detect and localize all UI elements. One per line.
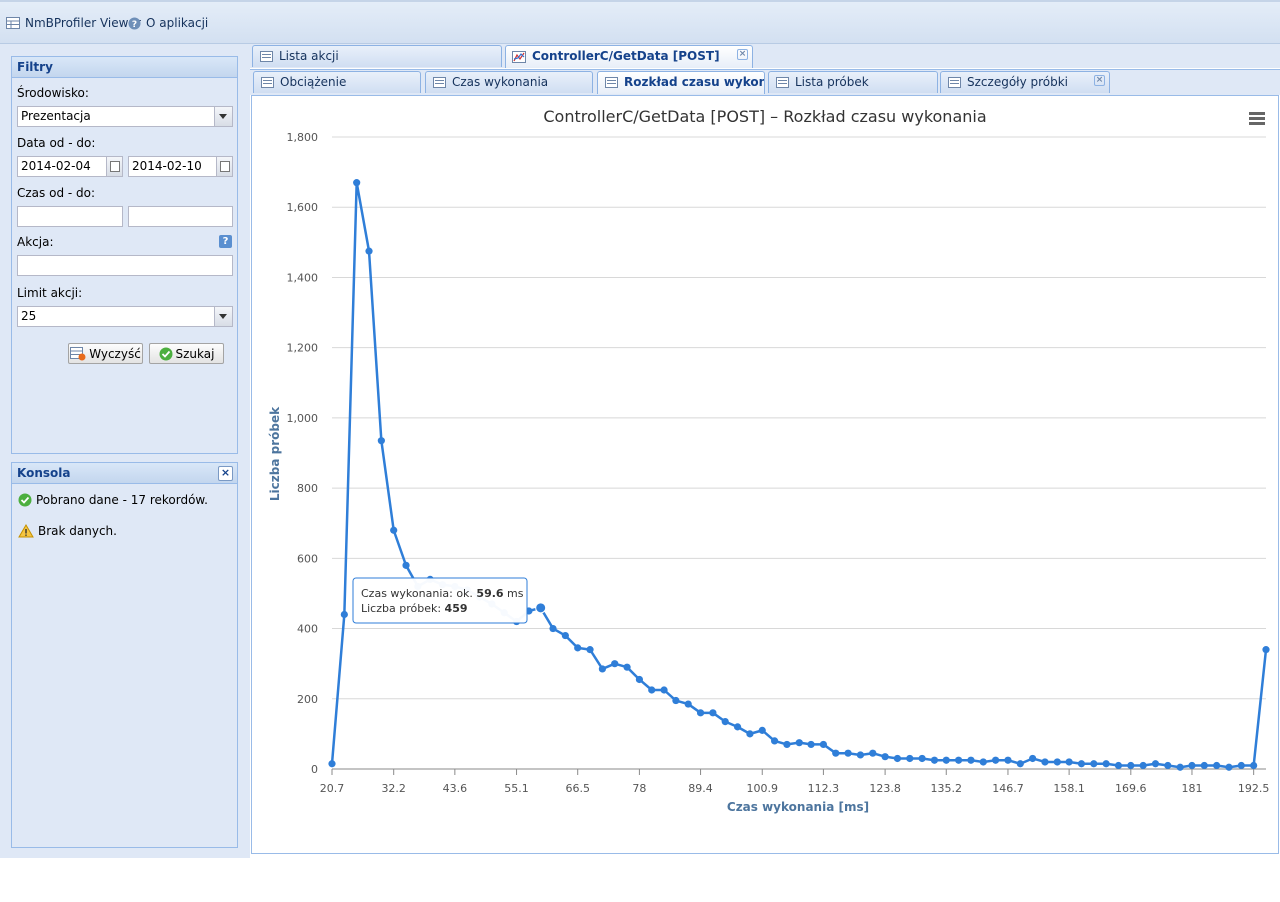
- console-message: Brak danych.: [18, 524, 117, 538]
- table-icon: [433, 77, 446, 88]
- tab-sample-list-label: Lista próbek: [795, 75, 869, 89]
- close-icon[interactable]: ×: [1094, 75, 1105, 86]
- tab-action-list[interactable]: Lista akcji: [252, 45, 502, 67]
- tab-execution-time-label: Czas wykonania: [452, 75, 549, 89]
- sub-tab-strip: Obciążenie Czas wykonania Rozkład czasu …: [250, 69, 1280, 95]
- list-icon: [261, 77, 274, 88]
- console-title-text: Konsola: [17, 466, 71, 480]
- menu-item-viewer[interactable]: NmBProfiler Viewer: [6, 16, 141, 30]
- action-label: Akcja:: [17, 235, 54, 249]
- clear-icon: [70, 346, 86, 360]
- calendar-icon[interactable]: [216, 157, 232, 176]
- close-icon[interactable]: ×: [737, 49, 748, 60]
- chart-panel: [251, 95, 1279, 854]
- menu-item-about-label: O aplikacji: [146, 16, 209, 30]
- calendar-icon[interactable]: [106, 157, 122, 176]
- date-from-field[interactable]: 2014-02-04: [17, 156, 123, 177]
- warning-triangle-icon: [18, 524, 34, 538]
- console-panel: Konsola × Pobrano dane - 17 rekordów. Br…: [11, 462, 238, 848]
- limit-combo[interactable]: 25: [17, 306, 233, 327]
- main-tab-strip: Lista akcji ControllerC/GetData [POST] ×: [250, 44, 1280, 68]
- menu-item-about[interactable]: ? O aplikacji: [128, 16, 208, 30]
- environment-label: Środowisko:: [17, 86, 89, 100]
- filters-panel: Filtry Środowisko: Prezentacja Data od -…: [11, 56, 238, 454]
- help-circle-icon: ?: [128, 17, 141, 30]
- time-to-field[interactable]: [128, 206, 233, 227]
- top-menu-bar: NmBProfiler Viewer ? O aplikacji: [0, 0, 1280, 44]
- list-icon: [260, 51, 273, 62]
- chevron-down-icon[interactable]: [214, 307, 232, 326]
- left-panel: Filtry Środowisko: Prezentacja Data od -…: [0, 44, 250, 858]
- filters-panel-title: Filtry: [12, 57, 237, 78]
- console-message-text: Pobrano dane - 17 rekordów.: [36, 493, 208, 507]
- tab-execution-time[interactable]: Czas wykonania: [425, 71, 593, 93]
- console-message-text: Brak danych.: [38, 524, 117, 538]
- close-icon[interactable]: ×: [218, 466, 233, 481]
- tab-controller-getdata-label: ControllerC/GetData [POST]: [532, 49, 720, 63]
- chevron-down-icon[interactable]: [214, 107, 232, 126]
- help-icon[interactable]: ?: [219, 235, 232, 248]
- limit-label: Limit akcji:: [17, 286, 83, 300]
- tab-action-list-label: Lista akcji: [279, 49, 339, 63]
- clear-button-label: Wyczyść: [89, 346, 141, 361]
- console-message: Pobrano dane - 17 rekordów.: [18, 493, 208, 507]
- success-check-icon: [18, 493, 32, 507]
- tab-load[interactable]: Obciążenie: [253, 71, 421, 93]
- time-label: Czas od - do:: [17, 186, 96, 200]
- tab-execution-distribution-label: Rozkład czasu wykonan: [624, 75, 764, 89]
- chart-menu-icon[interactable]: [1249, 112, 1265, 126]
- svg-text:?: ?: [132, 20, 137, 30]
- date-label: Data od - do:: [17, 136, 96, 150]
- tab-sample-details[interactable]: Szczegóły próbki ×: [940, 71, 1110, 93]
- table-icon: [948, 77, 961, 88]
- table-icon: [605, 77, 618, 88]
- list-icon: [776, 77, 789, 88]
- date-to-value: 2014-02-10: [132, 159, 202, 173]
- search-button-label: Szukaj: [175, 346, 215, 361]
- limit-value: 25: [21, 309, 37, 323]
- tab-execution-distribution[interactable]: Rozkład czasu wykonan: [597, 71, 765, 94]
- environment-value: Prezentacja: [21, 109, 91, 123]
- date-to-field[interactable]: 2014-02-10: [128, 156, 233, 177]
- search-button[interactable]: Szukaj: [149, 343, 224, 364]
- console-panel-title: Konsola ×: [12, 463, 237, 484]
- menu-item-viewer-label: NmBProfiler Viewer: [25, 16, 141, 30]
- action-field[interactable]: [17, 255, 233, 276]
- chart-icon: [512, 51, 526, 63]
- clear-button[interactable]: Wyczyść: [68, 343, 143, 364]
- check-icon: [159, 347, 173, 360]
- environment-combo[interactable]: Prezentacja: [17, 106, 233, 127]
- table-icon: [6, 17, 20, 29]
- date-from-value: 2014-02-04: [21, 159, 91, 173]
- time-from-field[interactable]: [17, 206, 123, 227]
- tab-sample-details-label: Szczegóły próbki: [967, 75, 1069, 89]
- tab-controller-getdata[interactable]: ControllerC/GetData [POST] ×: [505, 45, 753, 68]
- tab-load-label: Obciążenie: [280, 75, 347, 89]
- tab-sample-list[interactable]: Lista próbek: [768, 71, 938, 93]
